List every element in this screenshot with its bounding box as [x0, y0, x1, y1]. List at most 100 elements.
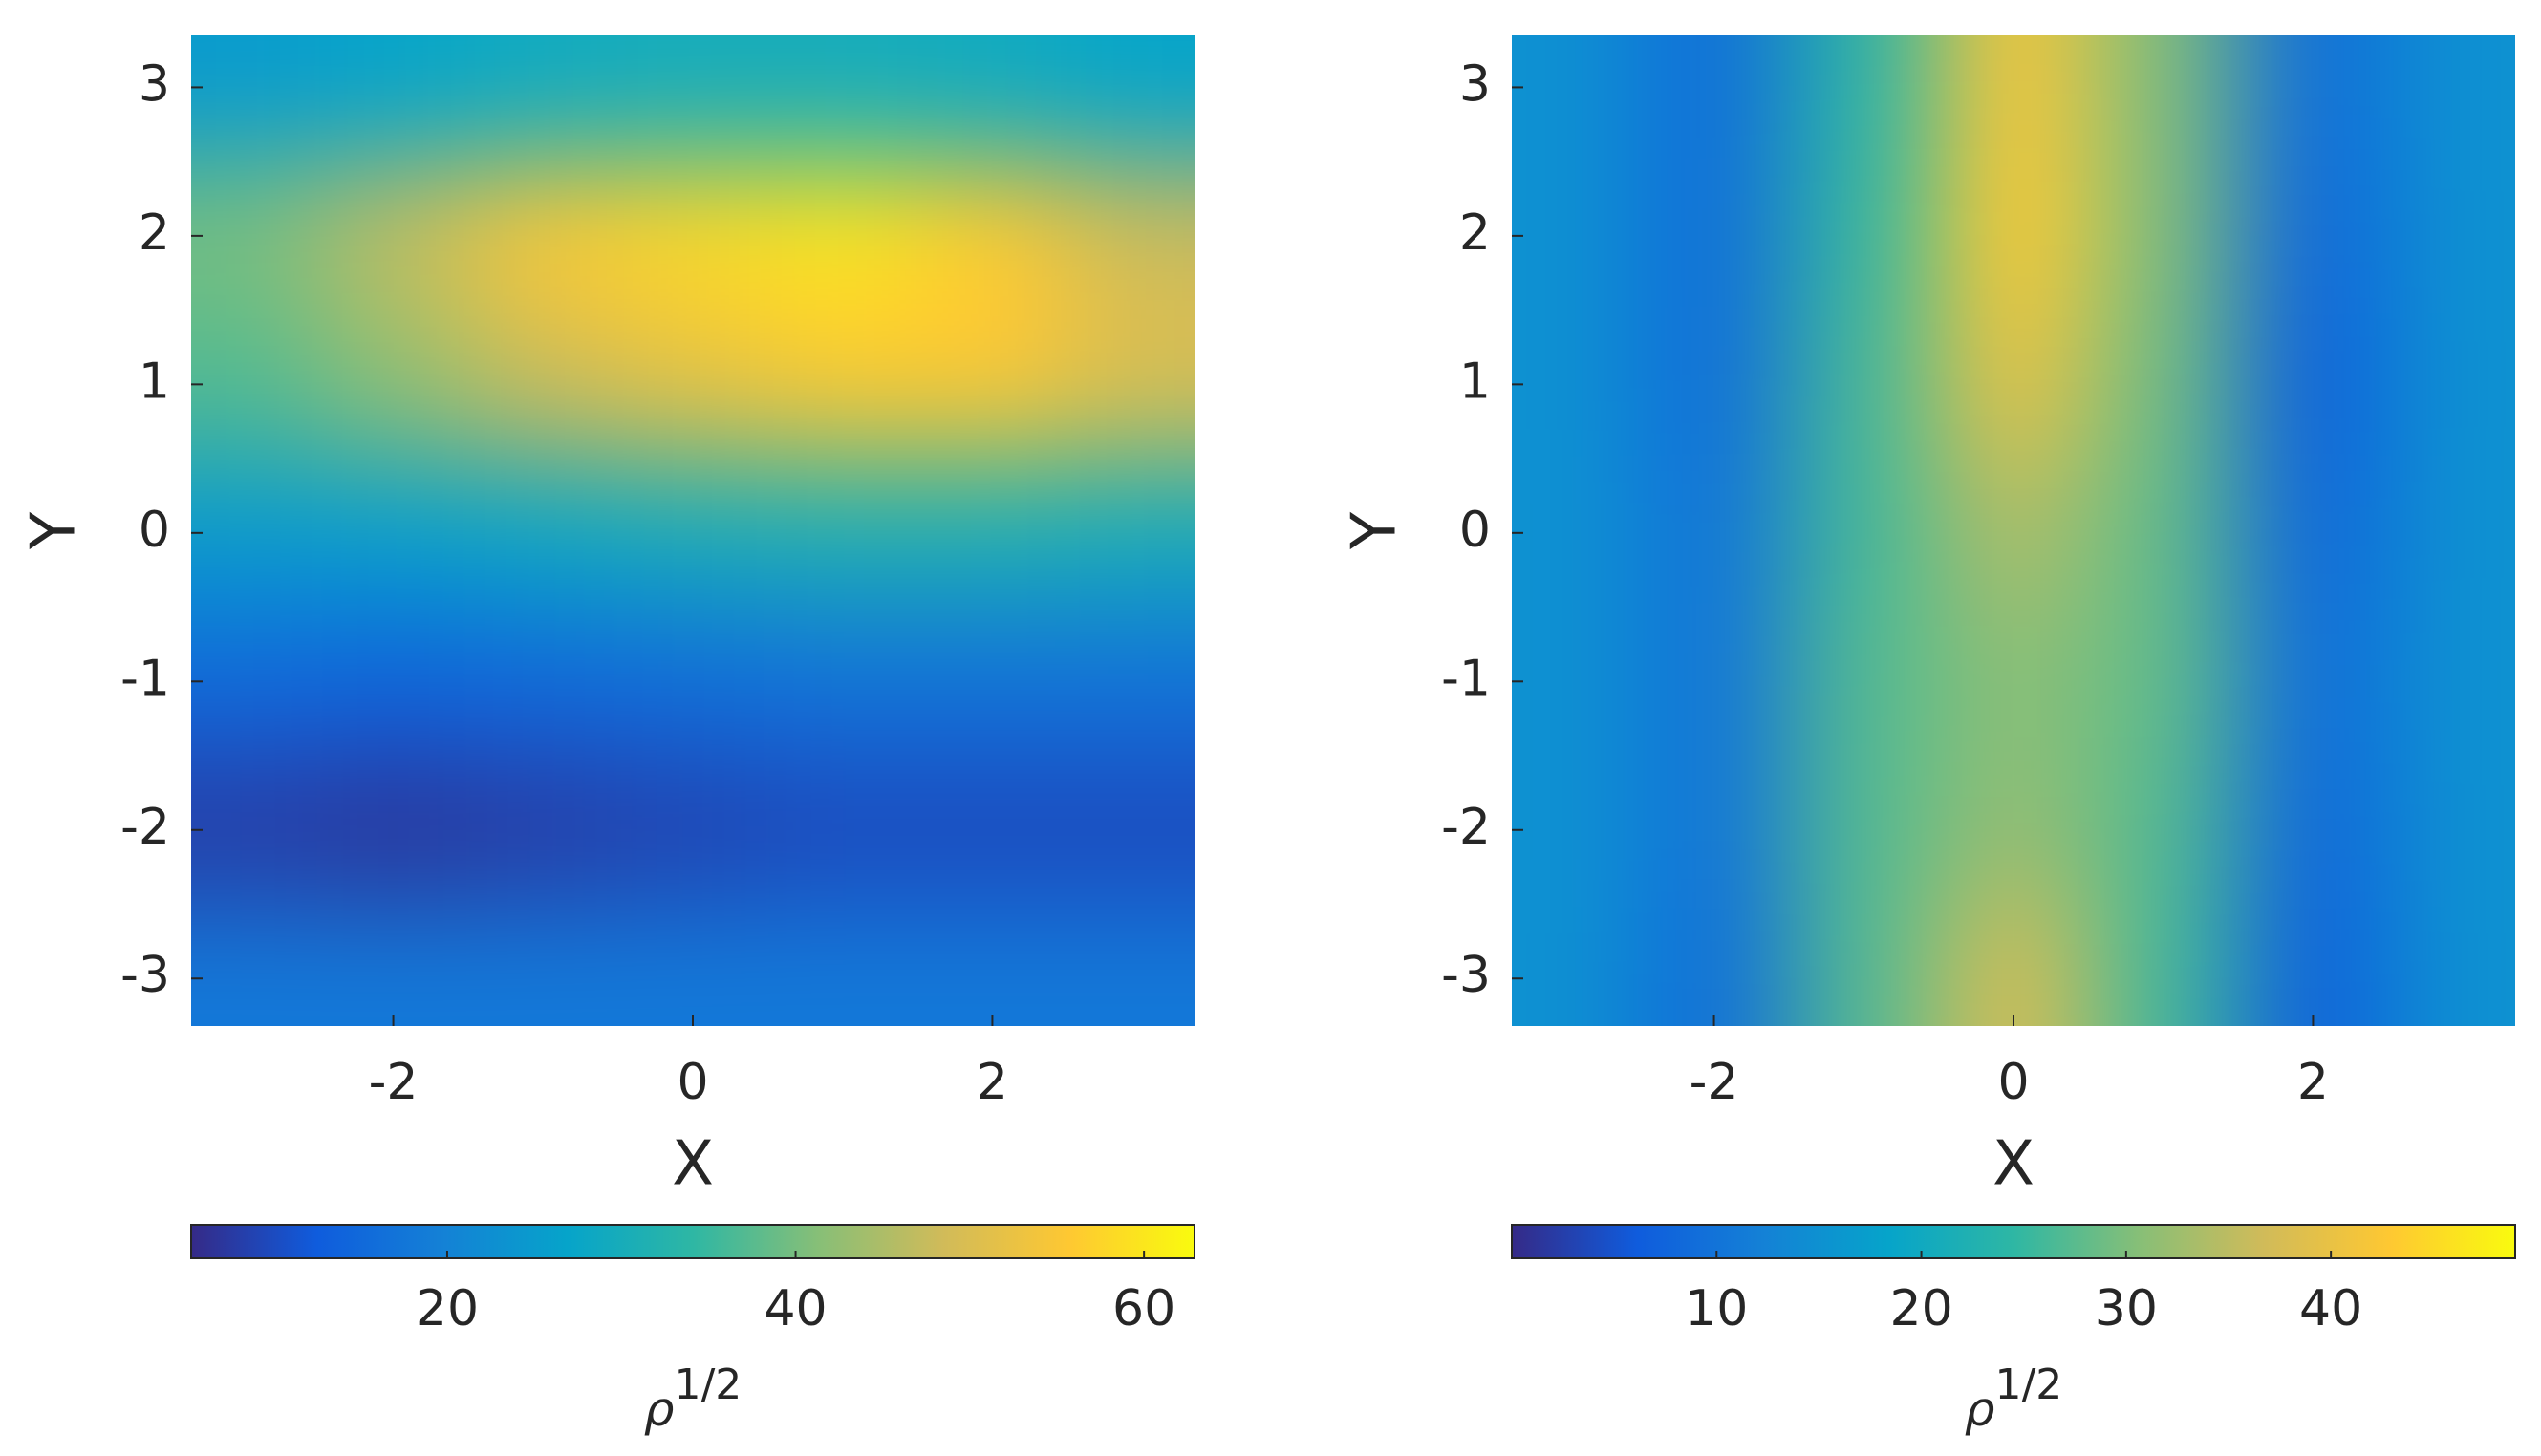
heatmap-cell — [1788, 459, 1940, 609]
y-tick-label: 1 — [1459, 353, 1491, 410]
heatmap-cell — [2238, 35, 2389, 163]
y-tick-label: -3 — [120, 947, 170, 1004]
x-tick-label: 2 — [2297, 1054, 2329, 1111]
heatmap-cell — [191, 756, 320, 906]
colorbar — [1511, 1224, 2516, 1259]
x-axis-label: X — [672, 1129, 714, 1200]
heatmap-cell — [917, 904, 1068, 1026]
heatmap-cell — [2088, 904, 2240, 1026]
heatmap-cell — [467, 756, 619, 906]
heatmap-cells — [191, 35, 1195, 1026]
heatmap-cell — [1639, 607, 1790, 758]
colorbar-label: ρ1/2 — [1965, 1360, 2063, 1437]
colorbar-tick-label: 20 — [1889, 1280, 1952, 1338]
heatmap-cell — [2238, 310, 2389, 460]
colorbar-tick-label: 60 — [1112, 1280, 1175, 1338]
heatmap-cell — [2088, 161, 2240, 311]
heatmap-cell — [318, 310, 469, 460]
colorbar-label-symbol: ρ — [644, 1381, 675, 1437]
heatmap-cell — [2387, 310, 2515, 460]
colorbar-tick-label: 20 — [416, 1280, 479, 1338]
heatmap-cell — [2238, 756, 2389, 906]
heatmap-cell — [617, 161, 769, 311]
heatmap-cell — [1938, 459, 2090, 609]
heatmap-cell — [1066, 459, 1195, 609]
x-axis-label: X — [1992, 1129, 2035, 1200]
heatmap-cell — [467, 607, 619, 758]
heatmap-cell — [1938, 161, 2090, 311]
heatmap-cell — [1788, 607, 1940, 758]
heatmap-cell — [318, 607, 469, 758]
heatmap-cell — [2387, 35, 2515, 163]
heatmap-cell — [1788, 35, 1940, 163]
heatmap-area — [1512, 35, 2515, 1026]
heatmap-cell — [1512, 459, 1641, 609]
heatmap-cell — [2238, 904, 2389, 1026]
heatmap-area — [191, 35, 1195, 1026]
heatmap-cell — [1938, 607, 2090, 758]
heatmap-cell — [617, 607, 769, 758]
heatmap-cell — [191, 607, 320, 758]
heatmap-cell — [467, 904, 619, 1026]
heatmap-cell — [318, 904, 469, 1026]
heatmap-cell — [1788, 904, 1940, 1026]
heatmap-cell — [191, 161, 320, 311]
heatmap-cell — [318, 161, 469, 311]
heatmap-cell — [1512, 161, 1641, 311]
heatmap-cell — [1639, 904, 1790, 1026]
heatmap-cell — [1639, 310, 1790, 460]
heatmap-cell — [767, 35, 919, 163]
heatmap-cell — [1066, 35, 1195, 163]
colorbar-label: ρ1/2 — [644, 1360, 743, 1437]
heatmap-cell — [2387, 904, 2515, 1026]
heatmap-cell — [617, 310, 769, 460]
heatmap-cell — [767, 161, 919, 311]
heatmap-cell — [467, 161, 619, 311]
heatmap-cell — [1788, 756, 1940, 906]
panel: -2 0 2 -3 -2 -1 0 1 2 3 X Y 20 40 60 ρ1/2 — [19, 35, 1195, 1437]
heatmap-cell — [318, 459, 469, 609]
heatmap-cell — [1938, 35, 2090, 163]
heatmap-cell — [767, 904, 919, 1026]
heatmap-cell — [2088, 310, 2240, 460]
heatmap-cells — [1512, 35, 2515, 1026]
heatmap-cell — [318, 756, 469, 906]
heatmap-cell — [2238, 607, 2389, 758]
heatmap-cell — [1788, 161, 1940, 311]
colorbar-tick-label: 40 — [2299, 1280, 2362, 1338]
heatmap-cell — [1512, 904, 1641, 1026]
heatmap-cell — [1512, 35, 1641, 163]
x-tick-label: -2 — [1690, 1054, 1739, 1111]
colorbar-label-sup: 1/2 — [674, 1360, 742, 1409]
colorbar-tick-label: 40 — [764, 1280, 827, 1338]
heatmap-cell — [1512, 310, 1641, 460]
heatmap-cell — [2238, 459, 2389, 609]
heatmap-cell — [2387, 756, 2515, 906]
heatmap-cell — [1512, 756, 1641, 906]
heatmap-cell — [767, 607, 919, 758]
heatmap-cell — [917, 35, 1068, 163]
colorbar-label-symbol: ρ — [1965, 1381, 1995, 1437]
heatmap-cell — [617, 756, 769, 906]
heatmap-cell — [917, 310, 1068, 460]
colorbar — [190, 1224, 1195, 1259]
colorbar-label-sup: 1/2 — [1994, 1360, 2062, 1409]
y-tick-label: -2 — [120, 799, 170, 856]
heatmap-cell — [1639, 35, 1790, 163]
heatmap-cell — [1066, 607, 1195, 758]
y-tick-label: 1 — [139, 353, 170, 410]
heatmap-cell — [617, 35, 769, 163]
heatmap-cell — [1639, 161, 1790, 311]
heatmap-cell — [2387, 161, 2515, 311]
heatmap-cell — [617, 459, 769, 609]
y-tick-label: 3 — [139, 55, 170, 113]
heatmap-cell — [1512, 607, 1641, 758]
heatmap-cell — [917, 607, 1068, 758]
y-axis-label: Y — [19, 511, 90, 550]
y-tick-label: 2 — [139, 204, 170, 262]
heatmap-cell — [1066, 904, 1195, 1026]
heatmap-cell — [767, 310, 919, 460]
y-tick-label: 2 — [1459, 204, 1491, 262]
y-axis-label: Y — [1340, 511, 1410, 550]
